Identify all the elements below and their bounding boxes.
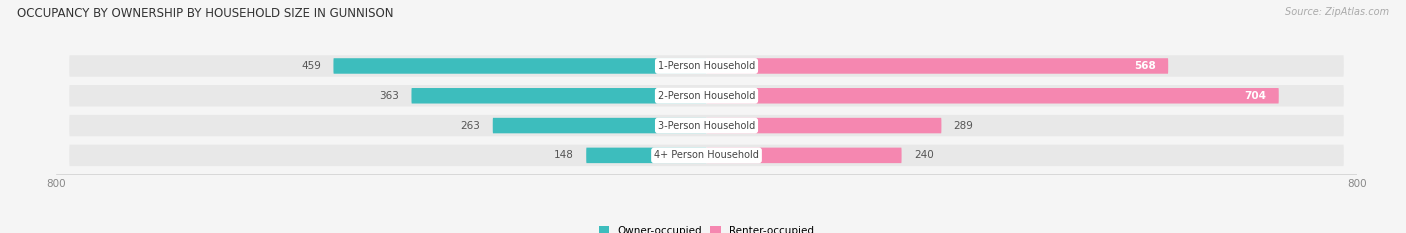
FancyBboxPatch shape [333, 58, 707, 74]
Text: 2-Person Household: 2-Person Household [658, 91, 755, 101]
FancyBboxPatch shape [707, 118, 942, 133]
Text: 568: 568 [1135, 61, 1156, 71]
Text: 4+ Person Household: 4+ Person Household [654, 150, 759, 160]
Text: 1-Person Household: 1-Person Household [658, 61, 755, 71]
FancyBboxPatch shape [69, 145, 1344, 166]
FancyBboxPatch shape [707, 58, 1168, 74]
FancyBboxPatch shape [69, 55, 1344, 77]
Text: Source: ZipAtlas.com: Source: ZipAtlas.com [1285, 7, 1389, 17]
Text: OCCUPANCY BY OWNERSHIP BY HOUSEHOLD SIZE IN GUNNISON: OCCUPANCY BY OWNERSHIP BY HOUSEHOLD SIZE… [17, 7, 394, 20]
Text: 704: 704 [1244, 91, 1267, 101]
FancyBboxPatch shape [69, 115, 1344, 136]
Text: 263: 263 [461, 120, 481, 130]
Text: 148: 148 [554, 150, 574, 160]
FancyBboxPatch shape [412, 88, 707, 103]
FancyBboxPatch shape [707, 148, 901, 163]
Text: 3-Person Household: 3-Person Household [658, 120, 755, 130]
Text: 240: 240 [914, 150, 934, 160]
Legend: Owner-occupied, Renter-occupied: Owner-occupied, Renter-occupied [599, 226, 814, 233]
FancyBboxPatch shape [707, 88, 1279, 103]
Text: 459: 459 [301, 61, 321, 71]
Text: 289: 289 [953, 120, 973, 130]
FancyBboxPatch shape [492, 118, 707, 133]
FancyBboxPatch shape [586, 148, 707, 163]
Text: 363: 363 [380, 91, 399, 101]
FancyBboxPatch shape [69, 85, 1344, 106]
